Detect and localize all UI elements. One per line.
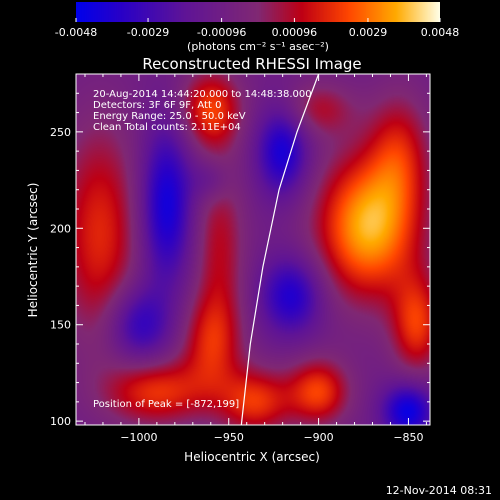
colorbar-unit-label: (photons cm⁻² s⁻¹ asec⁻²) [187, 40, 329, 53]
colorbar [76, 2, 440, 22]
info-line-2: Detectors: 3F 6F 9F, Att 0 [93, 100, 221, 111]
colorbar-tick-label: -0.0048 [55, 26, 97, 39]
x-tick-label: −950 [214, 431, 244, 444]
colorbar-tick-label: 0.0029 [349, 26, 388, 39]
colorbar-tick-label: -0.00096 [197, 26, 246, 39]
colorbar-tick-label: -0.0029 [127, 26, 169, 39]
heatmap-image [76, 74, 430, 425]
x-axis-title: Heliocentric X (arcsec) [184, 450, 320, 464]
x-tick-label: −900 [303, 431, 333, 444]
colorbar-ticks: -0.0048 -0.0029 -0.00096 0.00096 0.0029 0.004… [55, 18, 459, 39]
info-block: 20-Aug-2014 14:44:20.000 to 14:48:38.000… [93, 89, 312, 133]
x-tick-label: −1000 [120, 431, 157, 444]
y-tick-label: 100 [50, 415, 71, 428]
info-line-1: 20-Aug-2014 14:44:20.000 to 14:48:38.000 [93, 89, 312, 100]
colorbar-tick-label: 0.00096 [272, 26, 318, 39]
colorbar-tick-label: 0.0048 [421, 26, 460, 39]
y-tick-label: 200 [50, 222, 71, 235]
chart-title: Reconstructed RHESSI Image [142, 55, 361, 73]
info-line-4: Clean Total counts: 2.11E+04 [93, 122, 241, 133]
peak-position-label: Position of Peak = [-872,199] [93, 399, 239, 410]
x-tick-label: −850 [393, 431, 423, 444]
y-axis-title: Heliocentric Y (arcsec) [26, 183, 40, 318]
axis-ticks: −1000 −950 −900 −850 100 150 200 250 [50, 73, 430, 444]
y-tick-label: 150 [50, 319, 71, 332]
plot-frame [75, 73, 431, 426]
info-line-3: Energy Range: 25.0 - 50.0 keV [93, 111, 246, 122]
solar-limb-curve [240, 73, 320, 426]
y-tick-label: 250 [50, 126, 71, 139]
timestamp-footer: 12-Nov-2014 08:31 [385, 484, 492, 497]
